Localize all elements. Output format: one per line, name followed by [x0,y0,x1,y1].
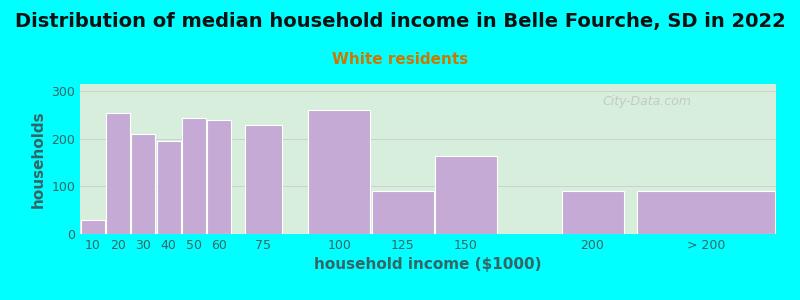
Bar [638,191,775,234]
Bar [81,220,105,234]
Bar [435,156,497,234]
Bar [106,112,130,234]
Bar [245,125,282,234]
Bar [309,110,370,234]
Bar [372,191,434,234]
Bar [131,134,155,234]
Bar [562,191,623,234]
Bar [207,120,231,234]
Bar [157,141,181,234]
Text: Distribution of median household income in Belle Fourche, SD in 2022: Distribution of median household income … [14,11,786,31]
Text: City-Data.com: City-Data.com [602,95,691,109]
X-axis label: household income ($1000): household income ($1000) [314,257,542,272]
Bar [182,118,206,234]
Text: White residents: White residents [332,52,468,68]
Y-axis label: households: households [30,110,46,208]
